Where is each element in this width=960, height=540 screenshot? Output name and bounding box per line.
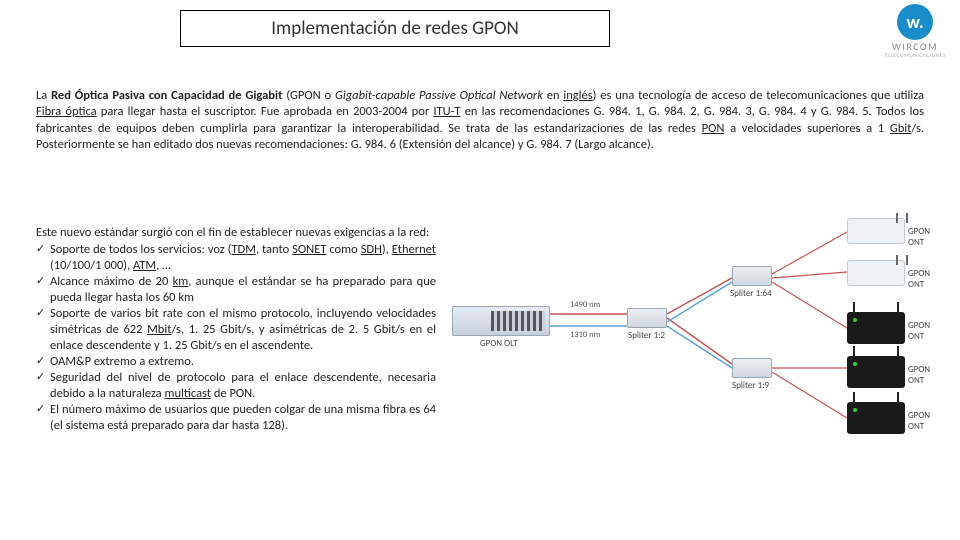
gpon-ont-1 [847, 218, 905, 244]
link-ethernet[interactable]: Ethernet [392, 242, 436, 257]
link-tdm[interactable]: TDM [231, 242, 255, 257]
text-bold: Red Óptica Pasiva con Capacidad de Gigab… [51, 88, 282, 103]
requirements-block: Este nuevo estándar surgió con el fin de… [36, 225, 436, 434]
list-item: Soporte de todos los servicios: voz (TDM… [50, 242, 436, 274]
ont-label-5: GPON ONT [908, 410, 942, 432]
text: en [543, 88, 563, 103]
text: , tanto [256, 242, 292, 257]
upstream-wavelength: 1310 nm [570, 330, 600, 340]
intro-paragraph: La Red Óptica Pasiva con Capacidad de Gi… [36, 88, 924, 153]
link-itu-t[interactable]: ITU-T [433, 104, 460, 119]
splitter-1-2 [627, 308, 667, 328]
text: de PON. [211, 386, 255, 401]
link-sonet[interactable]: SONET [292, 242, 326, 257]
ont-label-2: GPON ONT [908, 268, 942, 290]
logo-sub: TELECOMUNICACIONES [884, 53, 946, 59]
requirements-lead: Este nuevo estándar surgió con el fin de… [36, 225, 436, 241]
link-sdh[interactable]: SDH [361, 242, 382, 257]
link-fibra-optica[interactable]: Fibra óptica [36, 104, 97, 119]
logo-brand: WIRCOM [892, 40, 938, 53]
olt-label: GPON OLT [480, 338, 518, 349]
link-ingles[interactable]: inglés [563, 88, 592, 103]
text: Alcance máximo de 20 [50, 274, 173, 289]
link-gbit[interactable]: Gbit [890, 121, 912, 136]
link-km[interactable]: km [173, 274, 189, 289]
splitter-1-9-label: Spliter 1:9 [732, 380, 769, 391]
text: Soporte de todos los servicios: voz ( [50, 242, 231, 257]
text: , … [156, 258, 171, 273]
text: (10/100/1 000), [50, 258, 133, 273]
ont-label-3: GPON ONT [908, 320, 942, 342]
text: a velocidades superiores a 1 [724, 121, 889, 136]
link-mbit[interactable]: Mbit [147, 322, 171, 337]
logo-mark: w. [897, 4, 933, 40]
gpon-ont-3 [847, 312, 905, 344]
list-item: El número máximo de usuarios que pueden … [50, 402, 436, 434]
splitter-1-64 [732, 266, 772, 286]
list-item: Seguridad del nivel de protocolo para el… [50, 370, 436, 402]
link-atm[interactable]: ATM [133, 258, 156, 273]
list-item: OAM&P extremo a extremo. [50, 354, 436, 370]
splitter-1-9 [732, 358, 772, 378]
downstream-wavelength: 1490 nm [570, 300, 600, 310]
requirements-list: Soporte de todos los servicios: voz (TDM… [36, 242, 436, 434]
ont-label-4: GPON ONT [908, 364, 942, 386]
splitter-1-2-label: Spliter 1:2 [628, 330, 665, 341]
link-multicast[interactable]: multicast [165, 386, 212, 401]
list-item: Soporte de varios bit rate con el mismo … [50, 306, 436, 354]
brand-logo: w. WIRCOM TELECOMUNICACIONES [884, 4, 946, 59]
gpon-ont-4 [847, 356, 905, 388]
ont-label-1: GPON ONT [908, 226, 942, 248]
link-pon[interactable]: PON [702, 121, 725, 136]
list-item: Alcance máximo de 20 km, aunque el están… [50, 274, 436, 306]
text-italic: Gigabit-capable Passive Optical Network [335, 88, 543, 103]
text: ) es una tecnología de acceso de telecom… [593, 88, 924, 103]
gpon-ont-5 [847, 402, 905, 434]
text: como [326, 242, 360, 257]
text: (GPON o [282, 88, 335, 103]
gpon-diagram: GPON OLT 1490 nm 1310 nm Spliter 1:2 Spl… [452, 218, 942, 448]
gpon-ont-2 [847, 260, 905, 286]
splitter-1-64-label: Spliter 1:64 [730, 288, 772, 299]
text: para llegar hasta el suscriptor. Fue apr… [97, 104, 434, 119]
gpon-olt-device [452, 306, 550, 336]
text: La [36, 88, 51, 103]
page-title: Implementación de redes GPON [180, 10, 610, 47]
text: ), [382, 242, 392, 257]
